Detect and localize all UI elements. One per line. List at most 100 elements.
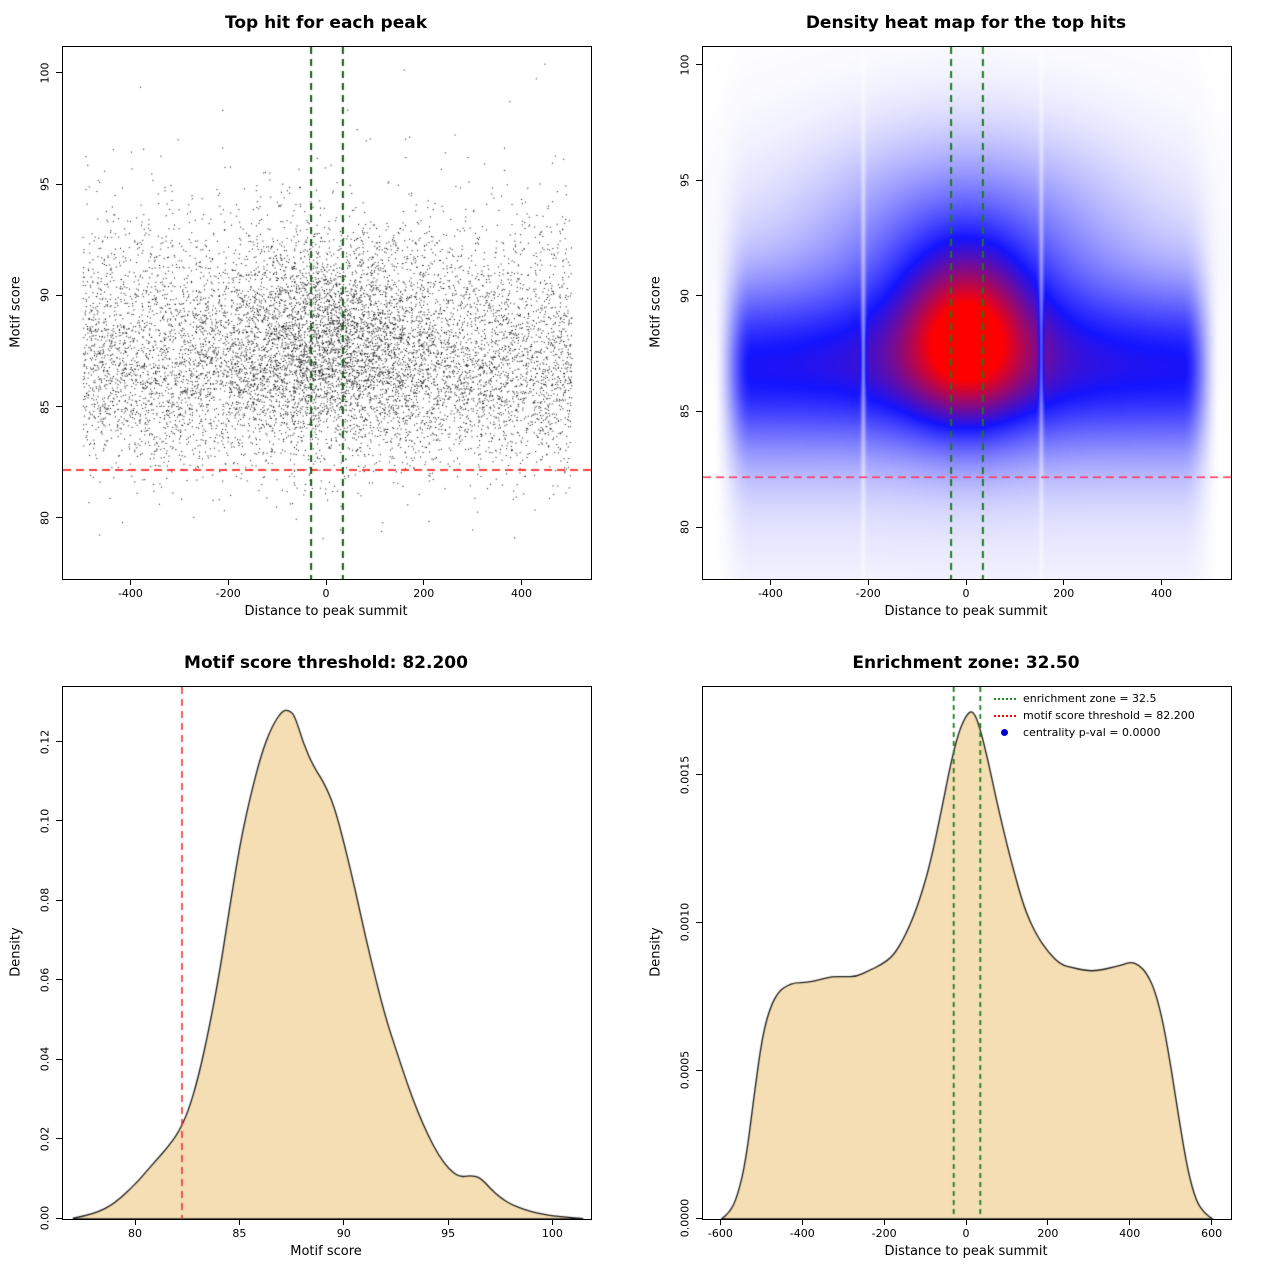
y-tick-mark bbox=[696, 1217, 702, 1219]
y-tick-mark bbox=[56, 1138, 62, 1140]
legend-item: centrality p-val = 0.0000 bbox=[994, 726, 1195, 739]
y-tick-mark bbox=[696, 179, 702, 181]
x-tick-label: 200 bbox=[1037, 1227, 1059, 1240]
y-tick-mark bbox=[696, 1069, 702, 1071]
x-tick-mark bbox=[965, 1219, 967, 1225]
y-tick-label: 90 bbox=[678, 288, 692, 303]
x-tick-mark bbox=[1129, 1219, 1131, 1225]
y-tick-label: 0.0015 bbox=[678, 755, 692, 794]
panel-title: Density heat map for the top hits bbox=[805, 13, 1127, 33]
x-tick-mark bbox=[1063, 579, 1065, 585]
y-tick-mark bbox=[56, 517, 62, 519]
x-tick-label: 0 bbox=[322, 587, 330, 600]
y-tick-mark bbox=[56, 183, 62, 185]
x-tick-label: -200 bbox=[855, 587, 881, 600]
x-tick-mark bbox=[129, 579, 131, 585]
x-tick-label: 400 bbox=[1119, 1227, 1141, 1240]
x-tick-label: 200 bbox=[1053, 587, 1075, 600]
y-axis-label: Density bbox=[8, 927, 24, 977]
y-tick-mark bbox=[56, 820, 62, 822]
y-axis-label: Motif score bbox=[648, 276, 664, 348]
y-tick-mark bbox=[56, 899, 62, 901]
y-tick-mark bbox=[56, 406, 62, 408]
y-axis-label: Motif score bbox=[8, 276, 24, 348]
x-tick-label: 400 bbox=[511, 587, 533, 600]
x-axis-label: Distance to peak summit bbox=[884, 604, 1048, 619]
x-tick-label: 600 bbox=[1201, 1227, 1223, 1240]
centrality-pval-point-swatch bbox=[1001, 729, 1008, 736]
x-tick-label: 95 bbox=[441, 1227, 456, 1240]
y-tick-mark bbox=[696, 921, 702, 923]
distance-density-panel: Enrichment zone: 32.50 Density Distance … bbox=[640, 640, 1280, 1280]
x-tick-label: 400 bbox=[1151, 587, 1173, 600]
y-tick-label: 0.10 bbox=[38, 808, 52, 834]
distance-density-canvas bbox=[703, 687, 1231, 1219]
enrichment-zone-line-swatch bbox=[994, 697, 1016, 700]
x-tick-mark bbox=[423, 579, 425, 585]
x-tick-label: -400 bbox=[789, 1227, 815, 1240]
y-tick-mark bbox=[696, 295, 702, 297]
x-axis-label: Distance to peak summit bbox=[244, 604, 408, 619]
x-tick-mark bbox=[719, 1219, 721, 1225]
plot-area bbox=[62, 46, 592, 580]
y-tick-label: 0.04 bbox=[38, 1046, 52, 1072]
y-tick-label: 100 bbox=[38, 62, 52, 84]
x-tick-mark bbox=[883, 1219, 885, 1225]
score-density-canvas bbox=[63, 687, 591, 1219]
y-tick-label: 95 bbox=[678, 173, 692, 188]
y-tick-mark bbox=[56, 1217, 62, 1219]
score-threshold-line-swatch bbox=[994, 714, 1016, 717]
y-tick-label: 80 bbox=[38, 510, 52, 525]
x-axis-label: Motif score bbox=[290, 1244, 362, 1259]
x-tick-label: -400 bbox=[757, 587, 783, 600]
x-tick-mark bbox=[965, 579, 967, 585]
y-tick-label: 0.06 bbox=[38, 967, 52, 993]
y-tick-mark bbox=[696, 774, 702, 776]
scatter-panel: Top hit for each peak Motif score Distan… bbox=[0, 0, 640, 640]
y-tick-mark bbox=[696, 410, 702, 412]
x-tick-mark bbox=[521, 579, 523, 585]
plot-area bbox=[702, 46, 1232, 580]
panel-title: Enrichment zone: 32.50 bbox=[852, 653, 1080, 673]
y-axis-label: Density bbox=[648, 927, 664, 977]
x-tick-mark bbox=[769, 579, 771, 585]
x-tick-label: 0 bbox=[962, 1227, 970, 1240]
x-tick-label: 200 bbox=[413, 587, 435, 600]
x-tick-label: 0 bbox=[962, 587, 970, 600]
x-tick-mark bbox=[801, 1219, 803, 1225]
y-tick-mark bbox=[56, 1058, 62, 1060]
y-tick-mark bbox=[696, 526, 702, 528]
y-tick-label: 0.0000 bbox=[678, 1198, 692, 1238]
x-tick-label: 90 bbox=[336, 1227, 351, 1240]
y-tick-label: 0.02 bbox=[38, 1126, 52, 1151]
y-tick-label: 85 bbox=[678, 404, 692, 419]
y-tick-label: 95 bbox=[38, 177, 52, 191]
x-tick-mark bbox=[551, 1219, 553, 1225]
y-tick-mark bbox=[56, 72, 62, 74]
x-tick-label: -200 bbox=[215, 587, 241, 600]
x-tick-mark bbox=[343, 1219, 345, 1225]
x-tick-mark bbox=[447, 1219, 449, 1225]
y-tick-mark bbox=[696, 64, 702, 65]
x-axis-label: Distance to peak summit bbox=[884, 1244, 1048, 1259]
y-tick-label: 100 bbox=[678, 54, 692, 75]
panel-title: Top hit for each peak bbox=[224, 13, 428, 33]
x-tick-mark bbox=[238, 1219, 240, 1225]
y-tick-mark bbox=[56, 741, 62, 743]
x-tick-label: -200 bbox=[871, 1227, 897, 1240]
y-tick-label: 0.0005 bbox=[678, 1050, 692, 1090]
x-tick-label: 85 bbox=[232, 1227, 247, 1240]
y-tick-label: 80 bbox=[678, 520, 692, 535]
x-tick-mark bbox=[325, 579, 327, 585]
x-tick-mark bbox=[1047, 1219, 1049, 1225]
heatmap-panel: Density heat map for the top hits Motif … bbox=[640, 0, 1280, 640]
score-density-panel: Motif score threshold: 82.200 Density Mo… bbox=[0, 640, 640, 1280]
legend: enrichment zone = 32.5 motif score thres… bbox=[990, 690, 1199, 745]
x-tick-label: 100 bbox=[541, 1227, 563, 1240]
y-tick-label: 0.08 bbox=[38, 888, 52, 913]
y-tick-label: 0.00 bbox=[38, 1205, 52, 1231]
x-tick-mark bbox=[1161, 579, 1163, 585]
x-tick-mark bbox=[867, 579, 869, 585]
legend-item: motif score threshold = 82.200 bbox=[994, 709, 1195, 722]
legend-label: motif score threshold = 82.200 bbox=[1023, 709, 1195, 722]
